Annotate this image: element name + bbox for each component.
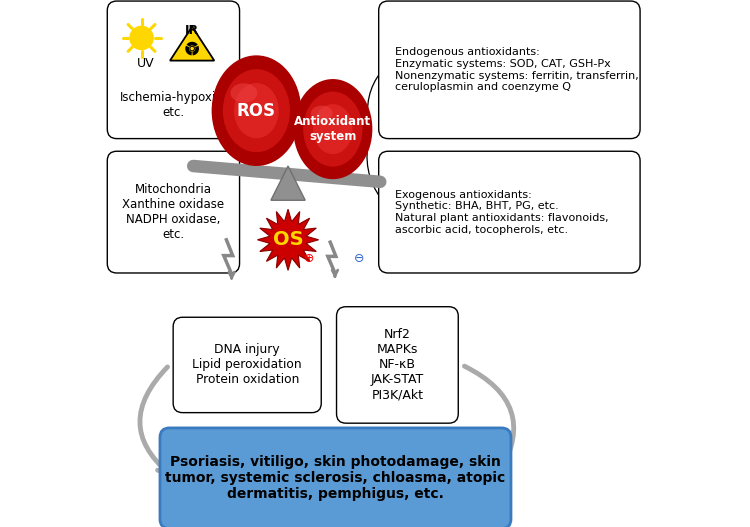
Text: ⊕: ⊕ xyxy=(304,252,314,265)
Ellipse shape xyxy=(311,105,333,121)
Ellipse shape xyxy=(234,83,279,139)
Ellipse shape xyxy=(313,104,352,154)
FancyBboxPatch shape xyxy=(173,317,321,413)
Text: Endogenous antioxidants:
Enzymatic systems: SOD, CAT, GSH-Px
Nonenzymatic system: Endogenous antioxidants: Enzymatic syste… xyxy=(395,47,639,92)
Text: DNA injury
Lipid peroxidation
Protein oxidation: DNA injury Lipid peroxidation Protein ox… xyxy=(193,344,302,386)
FancyBboxPatch shape xyxy=(337,307,458,423)
Circle shape xyxy=(191,47,194,50)
Ellipse shape xyxy=(293,79,372,179)
Text: ROS: ROS xyxy=(237,102,276,120)
Ellipse shape xyxy=(223,69,290,152)
Text: IR: IR xyxy=(185,24,200,37)
Ellipse shape xyxy=(303,92,362,167)
Ellipse shape xyxy=(230,83,257,103)
Wedge shape xyxy=(193,46,199,55)
Polygon shape xyxy=(271,166,305,200)
FancyBboxPatch shape xyxy=(107,1,239,139)
Text: ⊖: ⊖ xyxy=(354,252,364,265)
Polygon shape xyxy=(170,26,214,61)
Text: Mitochondria
Xanthine oxidase
NADPH oxidase,
etc.: Mitochondria Xanthine oxidase NADPH oxid… xyxy=(122,183,224,241)
FancyBboxPatch shape xyxy=(379,151,640,273)
Polygon shape xyxy=(257,209,319,270)
FancyBboxPatch shape xyxy=(107,151,239,273)
Text: OS: OS xyxy=(273,230,303,249)
FancyBboxPatch shape xyxy=(379,1,640,139)
Text: Psoriasis, vitiligo, skin photodamage, skin
tumor, systemic sclerosis, chloasma,: Psoriasis, vitiligo, skin photodamage, s… xyxy=(165,455,506,502)
FancyBboxPatch shape xyxy=(160,428,511,527)
Circle shape xyxy=(130,26,153,50)
Text: Ischemia-hypoxia,
etc.: Ischemia-hypoxia, etc. xyxy=(120,91,227,120)
Text: Nrf2
MAPKs
NF-κB
JAK-STAT
PI3K/Akt: Nrf2 MAPKs NF-κB JAK-STAT PI3K/Akt xyxy=(370,328,424,402)
Text: UV: UV xyxy=(137,57,154,70)
Text: Exogenous antioxidants:
Synthetic: BHA, BHT, PG, etc.
Natural plant antioxidants: Exogenous antioxidants: Synthetic: BHA, … xyxy=(395,190,609,235)
Ellipse shape xyxy=(211,55,302,166)
Wedge shape xyxy=(185,46,192,55)
Text: Antioxidant
system: Antioxidant system xyxy=(294,115,371,143)
Circle shape xyxy=(190,46,194,51)
Wedge shape xyxy=(187,42,198,47)
